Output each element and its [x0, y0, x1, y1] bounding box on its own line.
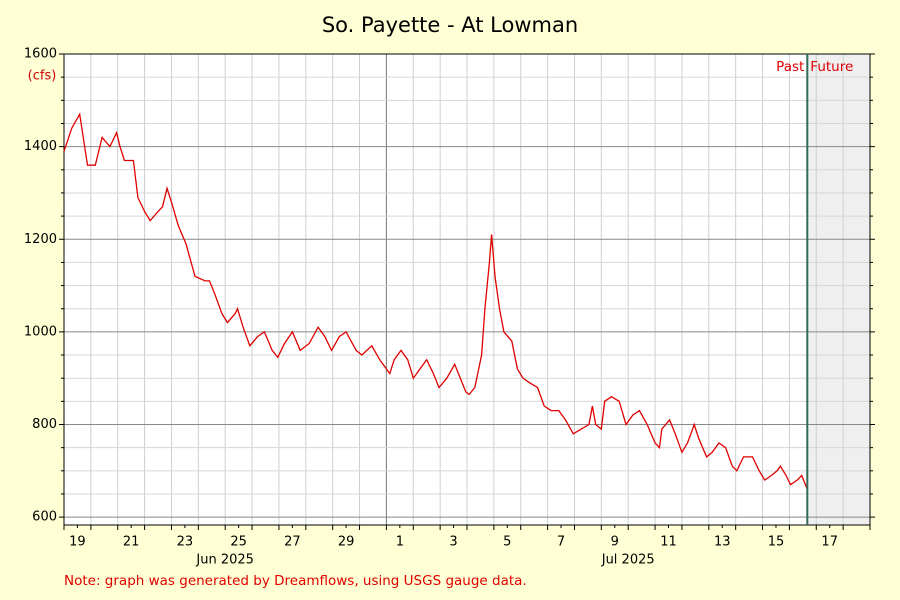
x-tick-label: 23 [177, 535, 194, 550]
plot-frame [63, 53, 871, 526]
chart-title: So. Payette - At Lowman [322, 13, 578, 37]
flow-line [63, 112, 808, 490]
x-tick-label: 11 [660, 535, 677, 550]
y-tick-label: 800 [32, 417, 57, 432]
y-tick-label: 1000 [24, 324, 57, 339]
x-tick-label: 29 [338, 535, 355, 550]
y-tick-label: 1400 [24, 139, 57, 154]
x-tick-label: 17 [821, 535, 838, 550]
y-tick-label: 1600 [24, 47, 57, 62]
month-label: Jul 2025 [601, 553, 655, 568]
note: Note: graph was generated by Dreamflows,… [64, 573, 527, 589]
future-label: Future [810, 59, 853, 75]
y-tick-label: 600 [32, 510, 57, 525]
x-tick-label: 5 [503, 535, 511, 550]
y-tick-label: 1200 [24, 232, 57, 247]
y-unit: (cfs) [28, 69, 57, 84]
x-tick-label: 3 [449, 535, 457, 550]
x-tick-label: 27 [284, 535, 301, 550]
x-tick-label: 13 [714, 535, 731, 550]
month-label: Jun 2025 [195, 553, 254, 568]
x-tick-label: 25 [230, 535, 247, 550]
x-tick-label: 9 [611, 535, 619, 550]
future-area [807, 54, 870, 525]
x-tick-label: 15 [768, 535, 785, 550]
x-tick-label: 1 [396, 535, 404, 550]
past-label: Past [776, 59, 804, 75]
x-tick-label: 19 [69, 535, 86, 550]
x-tick-label: 7 [557, 535, 565, 550]
x-tick-label: 21 [123, 535, 140, 550]
